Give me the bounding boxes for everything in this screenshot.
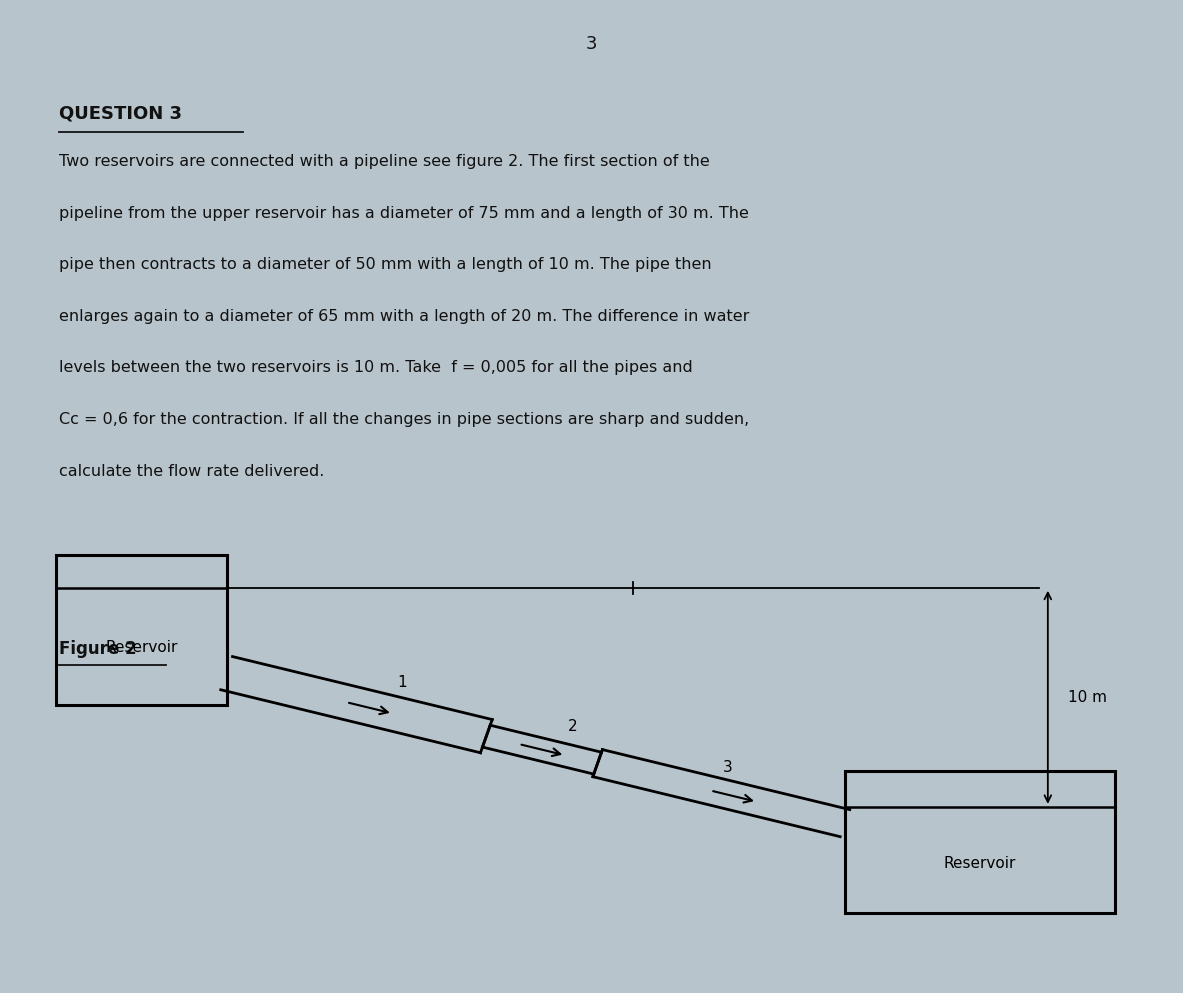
Text: QUESTION 3: QUESTION 3: [59, 104, 182, 122]
Text: 3: 3: [723, 760, 732, 775]
Text: Figure 2: Figure 2: [59, 640, 137, 658]
Text: calculate the flow rate delivered.: calculate the flow rate delivered.: [59, 464, 324, 479]
Text: 2: 2: [568, 719, 577, 735]
Text: 3: 3: [586, 35, 597, 53]
Text: Reservoir: Reservoir: [105, 640, 177, 655]
Text: enlarges again to a diameter of 65 mm with a length of 20 m. The difference in w: enlarges again to a diameter of 65 mm wi…: [59, 309, 750, 324]
Text: 1: 1: [397, 675, 407, 690]
Text: Reservoir: Reservoir: [944, 856, 1016, 871]
Text: levels between the two reservoirs is 10 m. Take  f = 0,005 for all the pipes and: levels between the two reservoirs is 10 …: [59, 360, 693, 375]
Bar: [56, 555, 227, 705]
Bar: [845, 772, 1114, 913]
Text: 10 m: 10 m: [1067, 690, 1106, 705]
Text: Cc = 0,6 for the contraction. If all the changes in pipe sections are sharp and : Cc = 0,6 for the contraction. If all the…: [59, 412, 749, 427]
Text: pipeline from the upper reservoir has a diameter of 75 mm and a length of 30 m. : pipeline from the upper reservoir has a …: [59, 206, 749, 220]
Text: Two reservoirs are connected with a pipeline see figure 2. The first section of : Two reservoirs are connected with a pipe…: [59, 154, 710, 169]
Text: pipe then contracts to a diameter of 50 mm with a length of 10 m. The pipe then: pipe then contracts to a diameter of 50 …: [59, 257, 712, 272]
